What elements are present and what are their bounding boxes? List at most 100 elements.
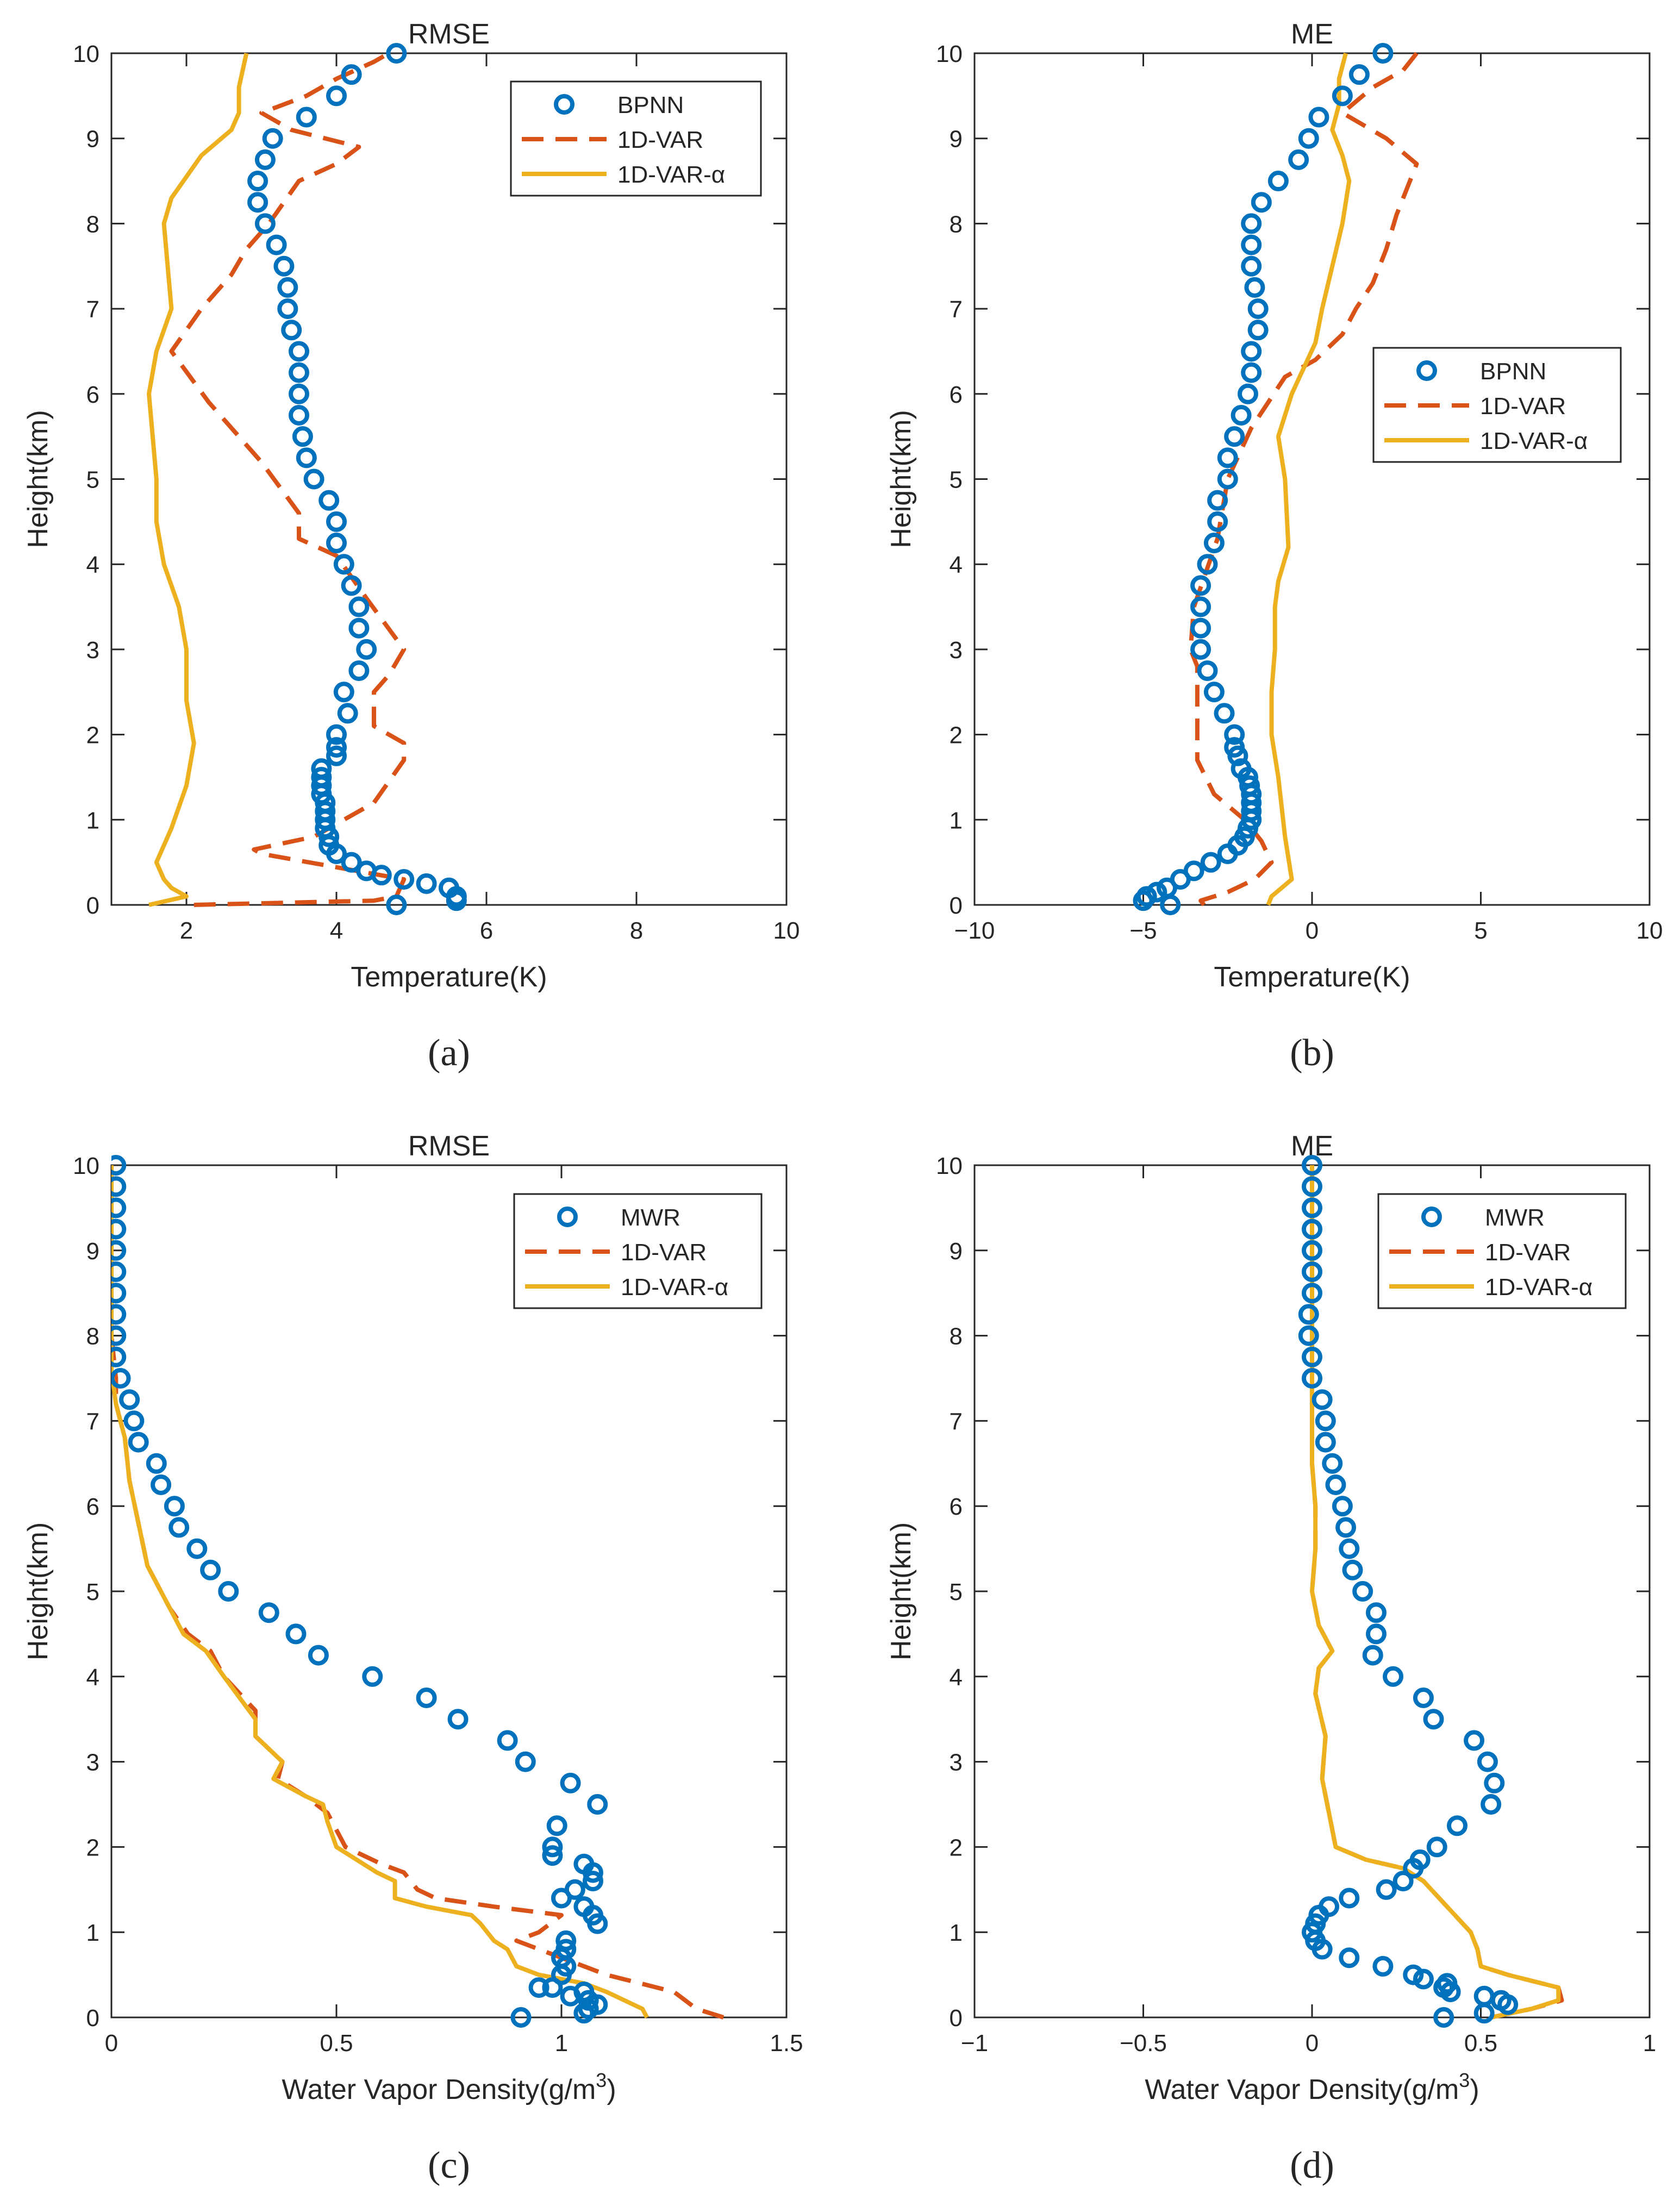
data-point: [1298, 1325, 1319, 1346]
data-point: [285, 1623, 307, 1645]
y-tick-label: 4: [950, 1664, 963, 1691]
data-point: [348, 617, 370, 639]
data-point: [111, 1240, 127, 1261]
legend-label: 1D-VAR-α: [617, 161, 725, 188]
data-point: [1241, 341, 1262, 362]
panel-label: (d): [1290, 2145, 1334, 2186]
chart-title: RMSE: [408, 18, 490, 50]
data-point: [1190, 596, 1211, 617]
data-point: [1217, 447, 1238, 468]
data-point: [333, 682, 354, 703]
data-point: [289, 404, 309, 426]
data-point: [326, 85, 347, 107]
data-point: [1203, 533, 1225, 554]
data-point: [497, 1730, 518, 1751]
series-line: [169, 51, 407, 907]
data-point: [1365, 1623, 1387, 1645]
data-point: [528, 1977, 549, 1998]
data-point: [289, 362, 309, 383]
data-point: [1302, 1176, 1322, 1197]
legend-marker: [1416, 360, 1437, 381]
legend-label: MWR: [621, 1204, 680, 1231]
data-point: [542, 1845, 563, 1866]
y-tick-label: 10: [73, 1153, 99, 1179]
legend-label: BPNN: [1480, 358, 1546, 385]
y-tick-label: 6: [86, 382, 99, 408]
data-point: [254, 149, 276, 170]
series-BPNN: [1133, 43, 1394, 915]
data-point: [111, 1197, 127, 1218]
data-point: [1362, 1645, 1383, 1666]
data-point: [1447, 1815, 1468, 1836]
data-point: [416, 1688, 437, 1708]
data-point: [1335, 1517, 1357, 1538]
x-tick-label: −1: [961, 2030, 988, 2057]
y-tick-label: 3: [950, 637, 963, 664]
data-point: [1241, 234, 1262, 255]
data-point: [1231, 758, 1252, 779]
plot-area: [1298, 1155, 1564, 2028]
series-BPNN: [247, 43, 467, 915]
data-point: [218, 1581, 239, 1602]
legend: BPNN 1D-VAR 1D-VAR-α: [510, 80, 762, 197]
legend: BPNN 1D-VAR 1D-VAR-α: [1372, 347, 1622, 463]
data-point: [1352, 1581, 1373, 1602]
data-point: [1477, 1751, 1498, 1772]
series-line: [1266, 52, 1352, 906]
data-point: [1214, 703, 1235, 724]
y-tick-label: 8: [86, 211, 99, 238]
data-point: [1376, 1879, 1397, 1900]
data-point: [1302, 1240, 1322, 1261]
data-point: [1298, 128, 1319, 149]
data-point: [1244, 277, 1265, 298]
y-tick-label: 2: [950, 1834, 963, 1861]
legend-marker: [1421, 1207, 1442, 1227]
y-tick-label: 5: [950, 467, 963, 493]
data-point: [386, 895, 407, 915]
y-tick-label: 1: [950, 1920, 963, 1946]
y-axis-label: Height(km): [885, 410, 917, 548]
legend-box: [1377, 1193, 1627, 1309]
x-tick-label: 1.5: [770, 2030, 803, 2057]
y-tick-label: 0: [86, 2005, 99, 2032]
data-point: [447, 1709, 469, 1730]
legend-box: [510, 80, 762, 197]
data-point: [277, 277, 298, 298]
data-point: [1288, 149, 1309, 170]
series-line: [111, 1165, 649, 2018]
y-tick-label: 10: [936, 1153, 963, 1179]
data-point: [1200, 852, 1221, 873]
x-axis-label: Water Vapor Density(g/m3): [282, 2069, 616, 2105]
data-point: [1433, 2007, 1454, 2028]
data-point: [1473, 1985, 1495, 2007]
data-point: [119, 1389, 140, 1410]
data-point: [333, 554, 354, 575]
plot-area: [147, 43, 467, 915]
data-point: [1207, 490, 1228, 511]
series-1D-VAR: [1188, 52, 1419, 907]
data-point: [1332, 85, 1353, 107]
data-point: [341, 64, 362, 85]
x-tick-label: −10: [954, 917, 995, 944]
data-point: [1136, 886, 1157, 907]
data-point: [1197, 554, 1218, 575]
data-point: [1426, 1836, 1447, 1858]
data-point: [1319, 1896, 1340, 1917]
data-point: [1224, 724, 1245, 745]
data-point: [1241, 255, 1262, 277]
data-point: [1302, 1368, 1322, 1389]
data-point: [326, 533, 347, 554]
data-point: [1302, 1346, 1322, 1367]
y-tick-label: 1: [950, 807, 963, 834]
data-point: [111, 1176, 127, 1197]
data-point: [277, 298, 298, 320]
data-point: [1217, 468, 1238, 490]
data-point: [1409, 1849, 1431, 1870]
y-tick-label: 8: [86, 1323, 99, 1350]
data-point: [1302, 1283, 1322, 1304]
x-tick-label: 1: [555, 2030, 568, 2057]
x-tick-label: 1: [1643, 2030, 1656, 2057]
y-tick-label: 7: [950, 296, 963, 323]
data-point: [296, 447, 317, 468]
data-point: [254, 213, 276, 234]
